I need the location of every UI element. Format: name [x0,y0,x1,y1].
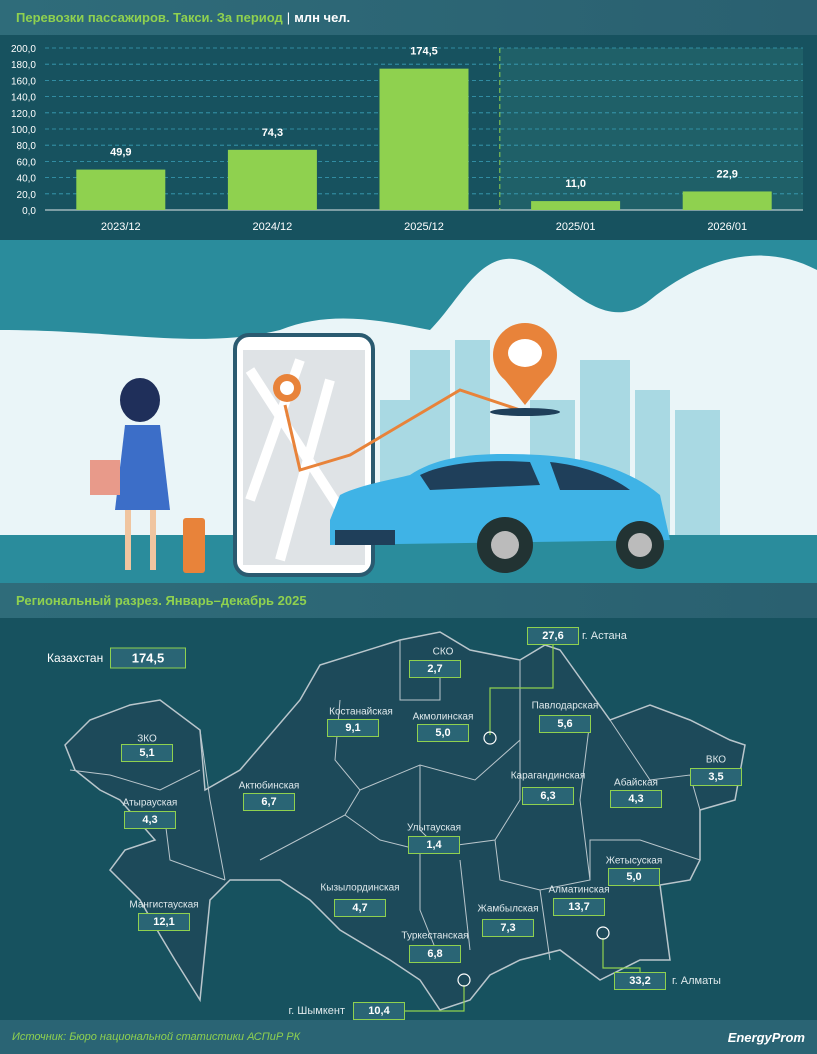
y-tick-label: 200,0 [11,44,36,55]
region-value: 6,8 [409,945,461,963]
y-tick-label: 160,0 [11,76,36,87]
bar-2025/01 [531,201,621,210]
shymkent-marker [457,973,471,987]
data-label: 74,3 [262,127,283,139]
total-value: 174,5 [110,647,186,669]
region-name: Туркестанская [401,930,469,942]
region-value: 13,7 [553,898,605,916]
region-name: Акмолинская [412,711,474,723]
region-value: 5,0 [608,868,660,886]
y-tick-label: 140,0 [11,93,36,104]
region-name: Актюбинская [238,780,300,792]
y-tick-label: 100,0 [11,125,36,136]
bar-2024/12 [227,149,317,210]
y-tick-label: 0,0 [22,206,36,217]
region-value: 1,4 [408,836,460,854]
region-name: Жетысуская [605,855,663,867]
region-value: 2,7 [409,660,461,678]
region-value: 9,1 [327,719,379,737]
chart-unit: млн чел. [294,10,351,25]
y-tick-label: 40,0 [17,174,37,185]
bar-chart: 0,0 20,0 40,0 60,0 80,0 100,0 120,0 140,0 160,0 1… [11,44,803,233]
x-tick-label: 2023/12 [101,221,141,233]
region-name: Павлодарская [531,700,599,712]
bar-2025/12 [379,68,469,210]
total-label: Казахстан [47,651,104,665]
region-value: 4,3 [124,811,176,829]
energyprom-logo: EnergyProm [727,1029,805,1045]
bar-2023/12 [76,169,166,210]
car-icon [330,454,670,573]
region-value: 6,3 [522,787,574,805]
leader-lines [405,645,641,1012]
y-tick-label: 120,0 [11,109,36,120]
region-value: 4,7 [334,899,386,917]
y-tick-label: 20,0 [17,190,37,201]
data-label: 22,9 [716,168,737,180]
chart-header: Перевозки пассажиров. Такси. За период |… [0,0,817,35]
region-name: Кызылординская [320,882,400,894]
x-tick-label: 2026/01 [707,221,747,233]
city-name: г. Шымкент [288,1005,346,1017]
city-name: г. Алматы [672,975,721,987]
region-name: Атырауская [122,797,178,809]
astana-marker [483,731,497,745]
region-value: 5,1 [121,744,173,762]
region-name: Мангистауская [129,899,199,911]
regional-title: Региональный разрез. Январь–декабрь 2025 [16,593,307,608]
region-name: ВКО [705,754,727,766]
data-label: 11,0 [565,178,586,190]
bar-2026/01 [682,191,772,210]
x-tick-label: 2024/12 [253,221,293,233]
region-name: Алматинская [548,884,610,896]
region-name: Карагандинская [510,770,586,782]
footer: Источник: Бюро национальной статистики А… [0,1020,817,1054]
wave-pattern [0,240,817,339]
region-value: 5,0 [417,724,469,742]
region-value: 12,1 [138,913,190,931]
region-value: 5,6 [539,715,591,733]
city-value: 27,6 [527,627,579,645]
chart-title: Перевозки пассажиров. Такси. За период [16,10,283,25]
city-value: 33,2 [614,972,666,990]
city-name: г. Астана [582,630,627,642]
region-value: 7,3 [482,919,534,937]
data-label: 174,5 [410,46,438,58]
y-tick-label: 180,0 [11,60,36,71]
data-label: 49,9 [110,147,131,159]
y-tick-label: 60,0 [17,157,37,168]
almaty-marker [596,926,610,940]
region-value: 3,5 [690,768,742,786]
x-tick-label: 2025/12 [404,221,444,233]
region-name: ЗКО [137,733,157,745]
region-value: 6,7 [243,793,295,811]
woman-figure [90,378,205,573]
regional-header: Региональный разрез. Январь–декабрь 2025 [0,583,817,618]
region-name: СКО [432,646,454,658]
source-text: Источник: Бюро национальной статистики А… [12,1031,301,1043]
taxi-illustration [0,240,817,583]
title-separator: | [286,10,291,25]
y-tick-label: 80,0 [17,141,37,152]
city-value: 10,4 [353,1002,405,1020]
region-name: Улытауская [406,822,462,834]
region-name: Жамбылская [477,903,539,915]
x-tick-label: 2025/01 [556,221,596,233]
region-value: 4,3 [610,790,662,808]
region-name: Абайская [614,777,658,789]
region-name: Костанайская [329,706,393,718]
